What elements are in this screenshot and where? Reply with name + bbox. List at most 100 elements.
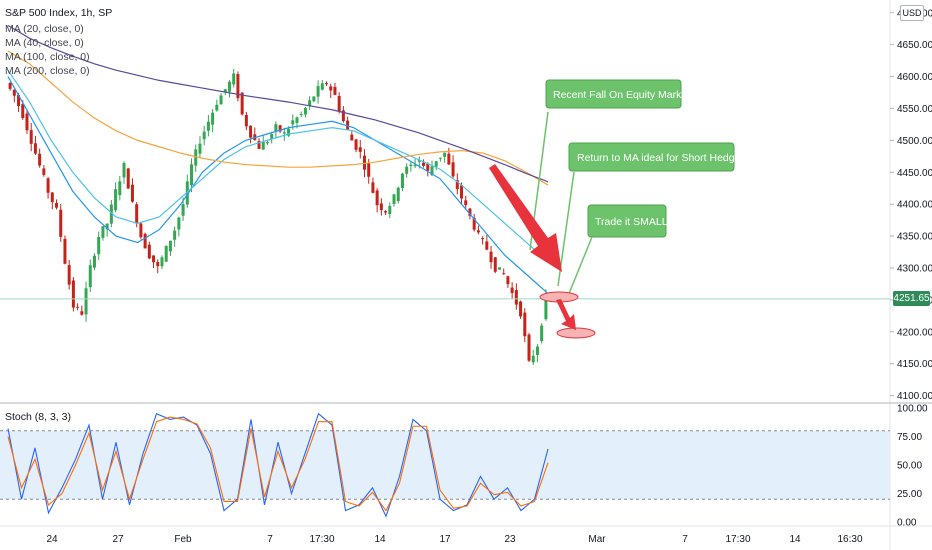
candle-body	[92, 255, 96, 268]
candles	[8, 68, 548, 365]
candle-body	[443, 152, 447, 157]
time-tick-label: 24	[46, 534, 58, 545]
candle-body	[67, 265, 71, 285]
candle-body	[194, 149, 198, 166]
candle-body	[375, 190, 379, 206]
note-return-to-ma[interactable]: Return to MA ideal for Short Hedges.	[568, 142, 749, 172]
candle-body	[122, 163, 126, 178]
candle-body	[540, 325, 544, 342]
candle-body	[156, 261, 160, 267]
price-tick-label: 4600.00	[897, 72, 932, 83]
candle-body	[497, 267, 501, 270]
time-tick-label: 16:30	[837, 534, 862, 545]
ma200-line	[7, 25, 549, 183]
candle-body	[38, 153, 42, 166]
candle-body	[422, 162, 426, 166]
candle-body	[396, 187, 400, 202]
candle-body	[299, 114, 303, 116]
price-tick-label: 4150.00	[897, 359, 932, 370]
candle-body	[173, 230, 177, 240]
candle-body	[489, 251, 493, 263]
candle-body	[17, 95, 21, 106]
candle-body	[476, 230, 480, 233]
stoch-tick-label: 75.00	[897, 432, 922, 443]
candle-body	[12, 89, 16, 96]
price-tick-label: 4400.00	[897, 200, 932, 211]
candle-body	[71, 280, 75, 308]
candle-body	[438, 157, 442, 159]
candle-body	[455, 180, 459, 190]
candle-body	[493, 257, 497, 272]
candle-body	[417, 160, 421, 162]
symbol-title[interactable]: S&P 500 Index, 1h, SP	[5, 7, 113, 19]
ma200-legend[interactable]: MA (200, close, 0)	[5, 65, 90, 77]
price-tick-label: 4500.00	[897, 136, 932, 147]
candle-body	[316, 86, 320, 97]
time-tick-label: Mar	[588, 534, 606, 545]
candle-body	[506, 276, 510, 285]
candle-body	[485, 241, 489, 250]
last-price-tag: 4251.65	[893, 291, 930, 306]
candle-body	[527, 334, 531, 361]
candle-body	[535, 346, 539, 355]
ma20-legend[interactable]: MA (20, close, 0)	[5, 23, 84, 35]
candle-body	[261, 141, 265, 150]
price-axis[interactable]: 4100.004150.004200.004250.004300.004350.…	[890, 8, 932, 402]
time-tick-label: 14	[789, 534, 801, 545]
candle-body	[426, 163, 430, 171]
time-tick-label: 7	[267, 534, 273, 545]
time-tick-label: Feb	[174, 534, 192, 545]
candle-body	[202, 131, 206, 140]
candle-body	[181, 204, 185, 216]
candle-body	[46, 178, 50, 193]
candle-body	[8, 83, 12, 89]
currency-badge[interactable]: USD	[900, 5, 924, 21]
candle-body	[329, 86, 333, 91]
stoch-axis[interactable]: 0.00 25.00 50.00 75.00 100.00	[897, 404, 928, 529]
stoch-title[interactable]: Stoch (8, 3, 3)	[5, 411, 71, 423]
candle-body	[278, 125, 282, 132]
ma40-legend[interactable]: MA (40, close, 0)	[5, 37, 84, 49]
candle-body	[206, 121, 210, 131]
note-return-to-ma-text: Return to MA ideal for Short Hedges.	[577, 152, 749, 164]
candle-body	[464, 200, 468, 206]
candle-body	[249, 125, 253, 138]
target-ellipse-bottom	[556, 327, 596, 339]
candle-body	[109, 204, 113, 224]
note-trade-small[interactable]: Trade it SMALL.	[587, 204, 670, 238]
time-axis[interactable]: 24 27 Feb 7 17:30 14 17 23 Mar 7 17:30 14 16:30	[46, 534, 863, 545]
candle-body	[434, 161, 438, 167]
candle-body	[409, 164, 413, 167]
candle-body	[240, 92, 244, 115]
candle-body	[215, 104, 219, 111]
candle-body	[531, 355, 535, 363]
candle-body	[379, 203, 383, 211]
stoch-k-line	[7, 412, 549, 518]
candle-body	[367, 163, 371, 177]
price-tick-label: 4100.00	[897, 391, 932, 402]
candle-body	[59, 209, 63, 237]
price-tick-label: 4300.00	[897, 264, 932, 275]
candle-body	[405, 166, 409, 174]
ma100-legend[interactable]: MA (100, close, 0)	[5, 51, 90, 63]
price-tick-label: 4550.00	[897, 104, 932, 115]
drawings[interactable]: Recent Fall On Equity Market. Return to …	[489, 79, 749, 339]
candle-body	[481, 238, 485, 240]
candle-body	[523, 312, 527, 337]
candle-body	[341, 110, 345, 122]
candle-body	[50, 192, 54, 203]
candle-body	[236, 74, 240, 99]
candle-body	[451, 162, 455, 177]
stoch-tick-label: 50.00	[897, 461, 922, 472]
candle-body	[147, 244, 151, 259]
candle-body	[333, 86, 337, 95]
note-trade-small-text: Trade it SMALL.	[595, 216, 670, 228]
ma100-line	[7, 50, 549, 186]
note-recent-fall[interactable]: Recent Fall On Equity Market.	[545, 79, 693, 109]
candle-body	[274, 124, 278, 132]
stoch-lines	[7, 412, 549, 518]
note-recent-fall-text: Recent Fall On Equity Market.	[553, 89, 693, 101]
stoch-band	[0, 430, 890, 500]
stoch-band-fill	[0, 430, 890, 500]
